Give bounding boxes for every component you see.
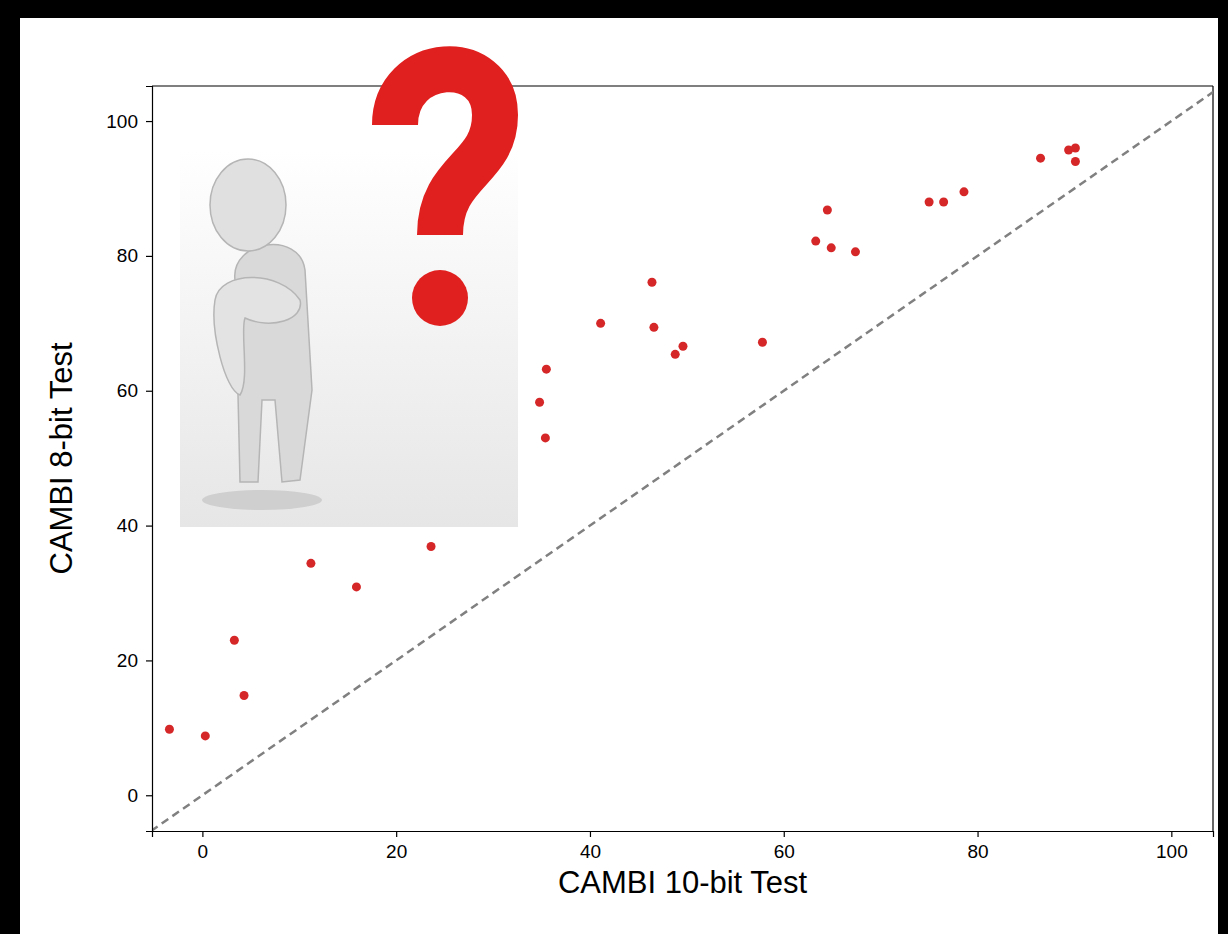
tick: 0 [198,831,209,862]
axis-line [153,832,1214,838]
y-axis: 0 20 40 60 80 100 [106,87,152,832]
point [939,197,948,206]
tick-label: 100 [106,111,138,132]
tick-label: 20 [117,650,138,671]
tick-mark [146,121,152,122]
tick: 60 [117,380,152,401]
point [827,243,836,252]
x-axis: 0 20 40 60 80 100 [153,831,1214,862]
point [1036,154,1045,163]
tick: 60 [774,831,795,862]
x-axis-title: CAMBI 10-bit Test [558,865,808,900]
point [542,365,551,374]
tick: 20 [117,650,152,671]
axis-line [146,87,153,832]
point [851,247,860,256]
point [535,398,544,407]
tick-label: 20 [386,841,407,862]
tick-label: 60 [117,380,138,401]
point [671,350,680,359]
plot-area [152,86,1213,831]
tick-label: 40 [580,841,601,862]
figure-head [210,159,286,251]
point [678,342,687,351]
point [925,197,934,206]
tick-mark [146,525,152,526]
tick-label: 100 [1156,841,1188,862]
point [596,319,605,328]
tick-mark [1171,831,1172,837]
tick-mark [784,831,785,837]
clipart [180,69,518,527]
tick-mark [590,831,591,837]
tick: 80 [117,245,152,266]
point [230,636,239,645]
point [649,323,658,332]
figure-arms [214,278,300,396]
point [758,338,767,347]
question-mark [395,69,495,235]
tick-mark [146,660,152,661]
tick: 40 [580,831,601,862]
tick: 20 [386,831,407,862]
point [352,582,361,591]
tick-mark [146,391,152,392]
frame [152,85,1213,86]
shadow [202,490,322,510]
diagonal-line [152,86,1213,831]
tick-mark [396,831,397,837]
tick-mark [977,831,978,837]
point [541,433,550,442]
point [427,542,436,551]
question-mark-dot [412,270,468,326]
tick: 40 [117,515,152,536]
tick: 0 [127,785,152,806]
tick: 80 [967,831,988,862]
tick-label: 0 [198,841,209,862]
tick-label: 0 [127,785,138,806]
tick-mark [146,795,152,796]
tick-label: 80 [117,245,138,266]
point [647,278,656,287]
tick-mark [146,256,152,257]
point [1071,157,1080,166]
point [959,187,968,196]
point [306,559,315,568]
point [240,691,249,700]
point [823,206,832,215]
point [201,731,210,740]
tick-label: 80 [967,841,988,862]
chart: 0 20 40 60 80 100 0 20 40 60 80 100 CAMBI 10-bit Tes… [0,0,1228,934]
tick: 100 [106,111,152,132]
tick-label: 40 [117,515,138,536]
y-axis-title: CAMBI 8-bit Test [44,342,79,574]
point [811,237,820,246]
tick-mark [202,831,203,837]
tick: 100 [1156,831,1188,862]
frame [1212,86,1213,831]
point [165,725,174,734]
point [1071,144,1080,153]
tick-label: 60 [774,841,795,862]
